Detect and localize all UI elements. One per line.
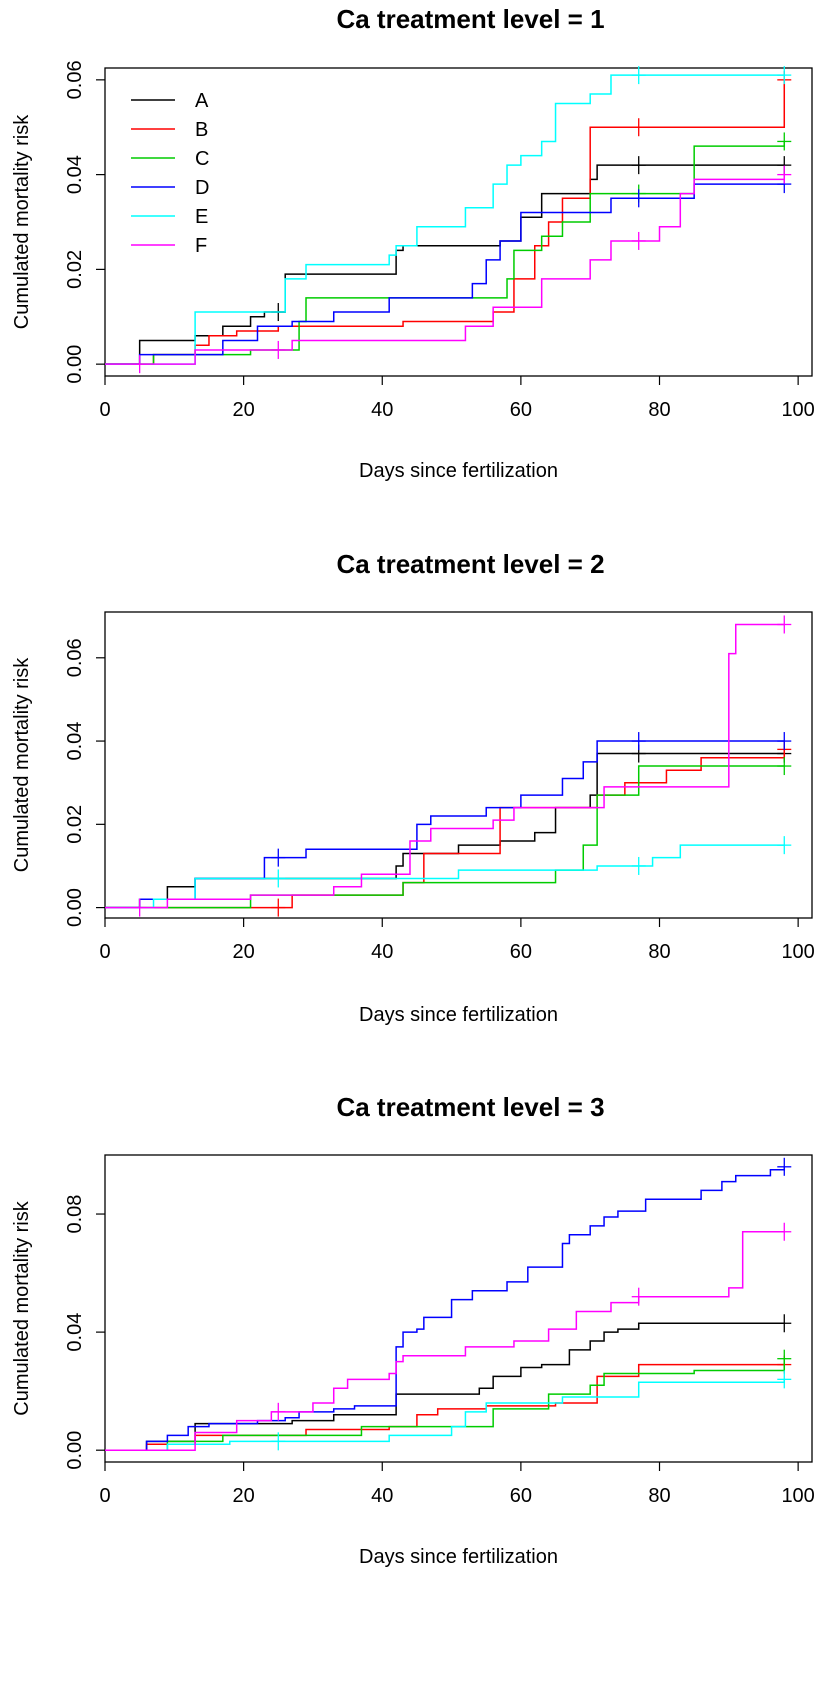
series-line-C [105,141,786,365]
x-tick-label: 100 [781,941,814,963]
series-line-F [105,623,785,909]
plot-frame [104,67,813,377]
series-line-F [105,1231,785,1451]
chart-title: Ca treatment level = 1 [336,4,604,34]
chart-panel-1: Ca treatment level = 1 0 20 40 60 80 100 0.00 0.… [11,4,815,482]
x-axis-label: Days since fertilization [359,1546,558,1568]
series-line-C [105,1358,786,1451]
y-axis-label: Cumulated mortality risk [11,1200,33,1416]
x-tick-label: 40 [371,399,393,421]
series-line-F [105,174,786,365]
y-tick-label: 0.00 [64,1431,86,1470]
x-tick-label: 40 [371,941,393,963]
x-tick-label: 20 [233,399,255,421]
y-tick-label: 0.06 [64,638,86,677]
y-tick-label: 0.02 [64,805,86,844]
y-tick-label: 0.00 [64,345,86,384]
x-tick-label: 60 [510,1485,532,1507]
y-tick-label: 0.08 [64,1195,86,1234]
x-axis-label: Days since fertilization [359,460,558,482]
series-line-E [105,74,785,365]
legend-label-A: A [195,90,209,112]
chart-panel-3: Ca treatment level = 3 0 20 40 60 80 100 0.00 0.… [11,1092,815,1568]
legend-label-F: F [195,235,207,257]
y-axis-label: Cumulated mortality risk [11,114,33,330]
series-line-B [105,1363,785,1451]
x-axis-label: Days since fertilization [359,1004,558,1026]
y-tick-label: 0.00 [64,888,86,927]
chart-title: Ca treatment level = 2 [336,549,604,579]
x-tick-label: 20 [233,941,255,963]
y-tick-label: 0.02 [64,250,86,289]
y-tick-label: 0.04 [64,722,86,761]
series-line-B [105,79,786,365]
y-axis-label: Cumulated mortality risk [11,657,33,873]
series-line-D [105,183,785,365]
x-tick-label: 40 [371,1485,393,1507]
x-tick-label: 0 [99,1485,110,1507]
plot-frame [104,611,813,919]
x-tick-label: 0 [99,941,110,963]
legend-label-E: E [195,206,208,228]
x-tick-label: 100 [781,1485,814,1507]
series-line-E [105,1379,786,1451]
x-tick-label: 60 [510,941,532,963]
x-tick-label: 0 [99,399,110,421]
x-tick-label: 80 [648,941,670,963]
legend-label-C: C [195,148,209,170]
series-line-D [105,1166,786,1451]
x-tick-label: 20 [233,1485,255,1507]
x-tick-label: 100 [781,399,814,421]
chart-panel-2: Ca treatment level = 2 0 20 40 60 80 100 0.00 0.… [11,549,815,1026]
x-tick-label: 80 [648,1485,670,1507]
y-tick-label: 0.04 [64,1313,86,1352]
x-tick-label: 80 [648,399,670,421]
series-line-A [105,752,785,909]
y-tick-label: 0.04 [64,155,86,194]
series-line-A [105,1322,785,1451]
y-tick-label: 0.06 [64,60,86,99]
plot-frame [104,1154,813,1463]
legend-label-B: B [195,119,208,141]
series-line-E [105,844,785,909]
legend-label-D: D [195,177,209,199]
x-tick-label: 60 [510,399,532,421]
chart-title: Ca treatment level = 3 [336,1092,604,1122]
